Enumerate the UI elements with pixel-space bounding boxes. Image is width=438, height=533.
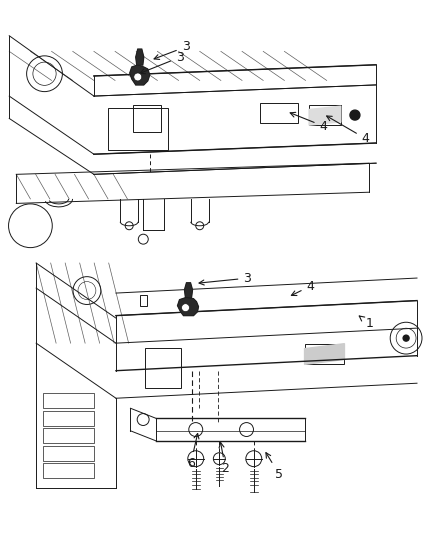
Bar [43, 393, 94, 408]
Bar [309, 105, 341, 125]
Bar [304, 344, 344, 365]
Bar [43, 429, 94, 443]
Text: 3: 3 [199, 272, 251, 285]
Polygon shape [130, 65, 150, 85]
Bar [133, 105, 161, 132]
Bar [43, 446, 94, 461]
Text: 1: 1 [359, 316, 373, 330]
Text: 2: 2 [219, 442, 230, 475]
Circle shape [134, 73, 142, 81]
Bar [43, 411, 94, 426]
Text: 3: 3 [140, 51, 184, 74]
Text: 4: 4 [327, 116, 369, 145]
Polygon shape [304, 344, 344, 365]
Polygon shape [309, 106, 341, 125]
Polygon shape [136, 49, 144, 65]
Bar [108, 108, 168, 150]
Circle shape [403, 335, 409, 341]
Polygon shape [184, 283, 192, 298]
Circle shape [181, 304, 190, 312]
Bar [43, 463, 94, 479]
Text: 6: 6 [187, 433, 199, 470]
Polygon shape [177, 298, 198, 316]
Bar [260, 103, 298, 123]
Bar [145, 348, 181, 388]
Text: 4: 4 [290, 112, 327, 133]
Text: 3: 3 [154, 41, 190, 60]
Text: 5: 5 [266, 453, 283, 481]
Bar [140, 295, 148, 305]
Circle shape [350, 110, 360, 120]
Text: 4: 4 [291, 280, 314, 295]
